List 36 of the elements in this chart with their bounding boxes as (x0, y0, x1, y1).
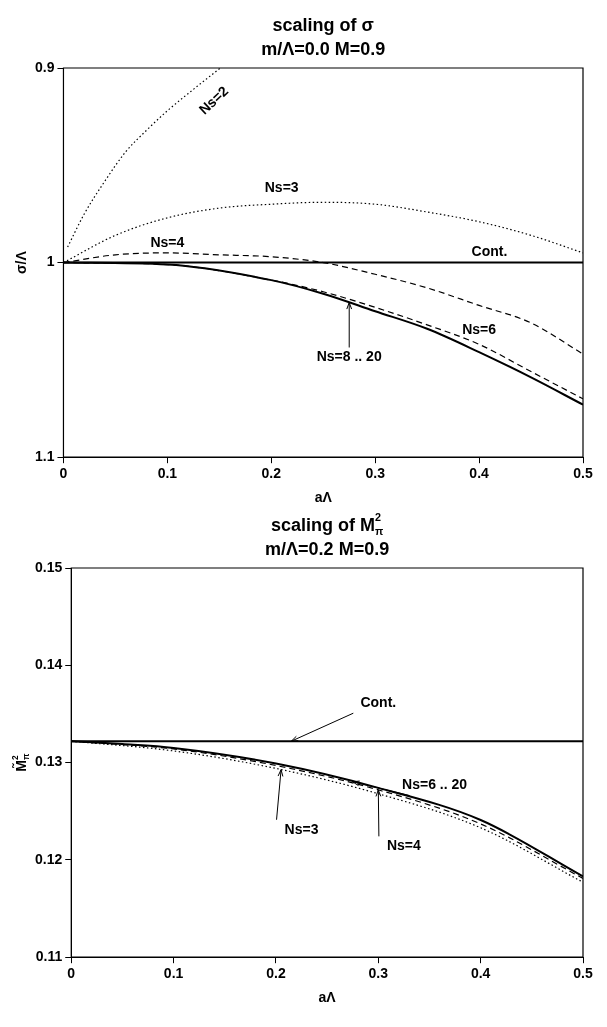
text: Cont. (360, 694, 397, 711)
chart-subtitle: m/Λ=0.2 M=0.9 (265, 538, 390, 559)
x-tick-label: 0.2 (266, 965, 286, 982)
x-tick-label: 0.4 (470, 965, 491, 982)
y-tick-label: 0.12 (35, 850, 63, 867)
x-tick-label: 0.5 (573, 965, 593, 982)
y-tick-label: 0.15 (35, 558, 63, 575)
chart-subtitle: m/Λ=0.0 M=0.9 (261, 38, 386, 59)
series-label: Ns=6 .. 20 (402, 776, 468, 793)
x-tick-label: 0.3 (365, 465, 386, 482)
text: Ns=4 (386, 837, 422, 854)
x-tick-label: 0.5 (573, 465, 593, 482)
y-tick-label: 0.11 (35, 948, 63, 965)
y-axis-title: σ/Λ (12, 250, 29, 274)
x-tick-label: 0 (67, 965, 76, 982)
x-axis-title: aΛ (318, 988, 337, 1005)
text: Ns=3 (284, 820, 319, 837)
x-tick-label: 0.3 (368, 965, 389, 982)
series-label: Cont. (471, 243, 508, 260)
text: Ns=8 .. 20 (316, 348, 382, 365)
y-tick-label: 0.14 (35, 656, 63, 673)
x-tick-label: 0.2 (261, 465, 282, 482)
y-axis-title: M̃π2 (10, 752, 32, 772)
x-tick-label: 0.4 (469, 465, 490, 482)
x-tick-label: 0.1 (157, 465, 178, 482)
chart-title: scaling of σ (272, 14, 374, 35)
x-axis-title: aΛ (314, 488, 333, 505)
y-tick-label: 1.1 (34, 448, 55, 465)
y-tick-label: 1 (46, 253, 55, 270)
y-tick-label: 0.9 (34, 58, 55, 75)
series-label: Ns=4 (150, 233, 185, 250)
x-tick-label: 0.1 (163, 965, 184, 982)
series-label: Ns=3 (264, 178, 299, 195)
series-label: Ns=6 (462, 321, 497, 338)
y-tick-label: 0.13 (35, 753, 63, 770)
x-tick-label: 0 (59, 465, 68, 482)
